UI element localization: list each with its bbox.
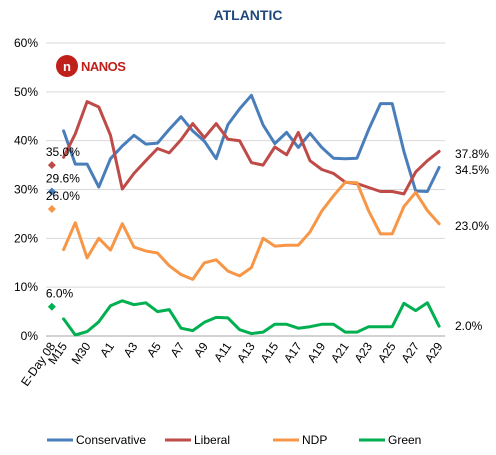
x-tick-label: A13	[234, 339, 258, 365]
series-line-liberal	[62, 100, 441, 196]
nanos-logo-n-glyph: n	[63, 59, 71, 74]
eday-marker-liberal	[47, 161, 56, 170]
series-line-green	[62, 299, 441, 337]
end-label-conservative: 34.5%	[455, 163, 489, 177]
end-label-liberal: 37.8%	[455, 147, 489, 161]
eday-label-ndp: 26.0%	[46, 189, 80, 203]
y-tick-label: 20%	[14, 231, 38, 245]
y-tick-label: 60%	[14, 36, 38, 50]
x-tick-label: A7	[168, 339, 188, 359]
x-tick-label: A27	[398, 339, 422, 365]
series-line-ndp	[62, 180, 441, 281]
x-tick-label: A15	[258, 339, 282, 365]
nanos-logo-circle	[56, 55, 78, 77]
y-tick-label: 40%	[14, 134, 38, 148]
eday-label-conservative: 29.6%	[46, 171, 80, 185]
x-tick-label: A11	[211, 339, 234, 364]
x-tick-label: A19	[305, 339, 329, 365]
chart-title: ATLANTIC	[214, 7, 283, 23]
legend-label-conservative: Conservative	[76, 433, 146, 447]
y-tick-label: 50%	[14, 85, 38, 99]
legend: Conservative Liberal NDP Green	[47, 433, 421, 447]
x-tick-label: A29	[422, 339, 446, 365]
end-label-ndp: 23.0%	[455, 219, 489, 233]
legend-label-liberal: Liberal	[194, 433, 230, 447]
series-line-conservative	[62, 93, 441, 193]
x-tick-label: M30	[69, 339, 94, 366]
eday-marker-ndp	[47, 205, 56, 214]
value-annotations: 29.6% 35.0% 26.0% 6.0% 34.5% 37.8% 23.0% 2.0%	[46, 145, 489, 333]
legend-label-ndp: NDP	[302, 433, 327, 447]
x-tick-label: A3	[121, 339, 141, 359]
eday-label-liberal: 35.0%	[46, 145, 80, 159]
nanos-logo-text: NANOS	[81, 59, 126, 74]
y-axis-ticks: 0% 10% 20% 30% 40% 50% 60%	[14, 36, 38, 343]
series-lines	[47, 93, 441, 337]
x-tick-label: A9	[191, 339, 211, 359]
x-tick-label: A1	[97, 339, 117, 359]
legend-label-green: Green	[388, 433, 421, 447]
y-tick-label: 30%	[14, 183, 38, 197]
end-label-green: 2.0%	[455, 319, 483, 333]
gridlines	[46, 42, 445, 288]
x-tick-label: A5	[144, 339, 164, 359]
eday-marker-green	[47, 302, 56, 311]
eday-marker-conservative	[47, 187, 56, 196]
y-tick-label: 10%	[14, 280, 38, 294]
x-tick-label: A25	[375, 339, 399, 365]
eday-label-green: 6.0%	[46, 287, 74, 301]
y-tick-label: 0%	[21, 329, 39, 343]
x-tick-label: A21	[328, 339, 352, 365]
nanos-logo: n NANOS	[56, 55, 127, 77]
x-tick-label: A23	[351, 339, 375, 365]
x-tick-label: A17	[281, 339, 305, 365]
